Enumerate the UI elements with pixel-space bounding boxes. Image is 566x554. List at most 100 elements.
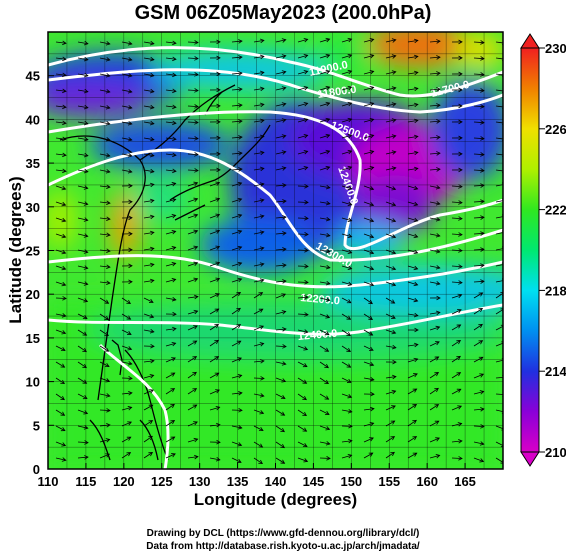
wind-arrow xyxy=(231,278,242,283)
wind-arrow-head xyxy=(105,169,111,174)
wind-arrow-head xyxy=(500,324,503,329)
wind-arrow xyxy=(209,308,219,315)
wind-arrow xyxy=(341,409,352,413)
wind-arrow xyxy=(77,73,88,77)
wind-arrow xyxy=(253,167,264,171)
x-tick-label: 155 xyxy=(378,474,400,489)
wind-arrow-head xyxy=(215,245,221,250)
wind-arrow-head xyxy=(193,325,198,330)
wind-arrow-head xyxy=(83,201,89,206)
wind-arrow xyxy=(165,57,176,60)
wind-arrow-head xyxy=(391,134,397,139)
wind-arrow-head xyxy=(149,136,155,142)
wind-arrow-head xyxy=(127,41,133,46)
wind-arrow-head xyxy=(347,133,353,139)
wind-arrow-head xyxy=(259,70,265,76)
wind-arrow-head xyxy=(369,38,375,43)
wind-arrow xyxy=(429,56,440,59)
wind-arrow xyxy=(385,265,396,270)
wind-arrow xyxy=(407,185,418,190)
wind-arrow-head xyxy=(413,54,419,60)
wind-arrow xyxy=(77,105,88,109)
wind-arrow-head xyxy=(435,249,441,254)
wind-arrow-head xyxy=(304,184,309,189)
wind-arrow-head xyxy=(478,292,484,297)
wind-arrow-head xyxy=(236,324,242,329)
wind-arrow-head xyxy=(436,87,441,92)
wind-arrow-head xyxy=(280,427,285,433)
wind-arrow xyxy=(407,201,418,206)
wind-arrow xyxy=(55,345,66,351)
wind-arrow xyxy=(407,358,418,363)
wind-arrow-head xyxy=(149,104,155,110)
wind-arrow xyxy=(209,214,220,219)
wind-arrow xyxy=(429,201,440,205)
wind-arrow xyxy=(297,329,308,333)
wind-arrow xyxy=(99,297,109,304)
wind-arrow xyxy=(231,292,241,299)
wind-arrow xyxy=(231,441,242,446)
wind-arrow-head xyxy=(280,443,285,449)
wind-arrow-head xyxy=(281,102,287,107)
wind-arrow xyxy=(253,457,263,464)
wind-arrow xyxy=(165,89,176,92)
wind-arrow xyxy=(385,201,396,206)
colorbar-body xyxy=(520,47,540,453)
wind-arrow xyxy=(495,121,503,124)
wind-arrow xyxy=(407,120,418,123)
wind-arrow-head xyxy=(106,184,111,189)
wind-arrow xyxy=(231,88,242,91)
wind-arrow-head xyxy=(303,38,309,43)
wind-arrow-head xyxy=(347,149,353,155)
wind-arrow-head xyxy=(106,280,111,285)
wind-arrow-head xyxy=(194,40,199,45)
wind-arrow-head xyxy=(480,424,485,429)
wind-arrow-head xyxy=(193,421,198,426)
wind-arrow xyxy=(495,137,503,140)
wind-arrow xyxy=(451,340,461,347)
y-axis: 0 5 10 15 20 25 30 35 40 45 xyxy=(26,69,54,477)
wind-arrow xyxy=(297,134,308,139)
wind-arrow xyxy=(165,262,176,267)
wind-arrow-head xyxy=(259,38,265,44)
wind-arrow xyxy=(253,308,263,315)
wind-arrow xyxy=(99,73,110,77)
wind-arrow-head xyxy=(194,120,199,125)
chart-title: GSM 06Z05May2023 (200.0hPa) xyxy=(134,2,432,24)
wind-arrow-head xyxy=(434,387,439,393)
wind-arrow-head xyxy=(194,56,199,61)
wind-arrow xyxy=(253,263,264,267)
x-tick-label: 145 xyxy=(303,474,325,489)
wind-arrow xyxy=(407,40,418,43)
wind-arrow-head xyxy=(149,72,155,78)
wind-arrow-head xyxy=(347,217,353,223)
wind-arrow-head xyxy=(61,217,67,223)
wind-arrow xyxy=(275,457,285,464)
wind-arrow xyxy=(209,424,220,427)
wind-arrow-head xyxy=(479,373,485,378)
wind-arrow-head xyxy=(435,325,441,331)
wind-arrow-head xyxy=(149,374,155,379)
wind-arrow xyxy=(275,248,286,251)
wind-arrow xyxy=(385,452,395,459)
wind-arrow xyxy=(363,217,374,222)
wind-arrow-head xyxy=(128,215,133,221)
wind-arrow-head xyxy=(61,457,67,462)
wind-arrow-head xyxy=(149,182,155,188)
wind-streamlines xyxy=(55,37,503,465)
wind-arrow-head xyxy=(259,325,265,330)
wind-arrow xyxy=(187,262,198,267)
wind-arrow xyxy=(341,265,352,270)
wind-arrow-head xyxy=(259,198,265,203)
wind-arrow xyxy=(143,232,154,235)
wind-arrow xyxy=(495,441,503,447)
wind-arrow xyxy=(275,328,286,331)
wind-arrow-head xyxy=(214,356,220,361)
wind-arrow-head xyxy=(347,117,353,123)
colorbar-bottom-arrow xyxy=(520,451,540,467)
wind-arrow-head xyxy=(369,134,375,139)
wind-arrow xyxy=(297,150,308,155)
wind-arrow-head xyxy=(127,169,133,174)
wind-arrow-head xyxy=(150,358,155,364)
wind-arrow xyxy=(187,105,199,107)
